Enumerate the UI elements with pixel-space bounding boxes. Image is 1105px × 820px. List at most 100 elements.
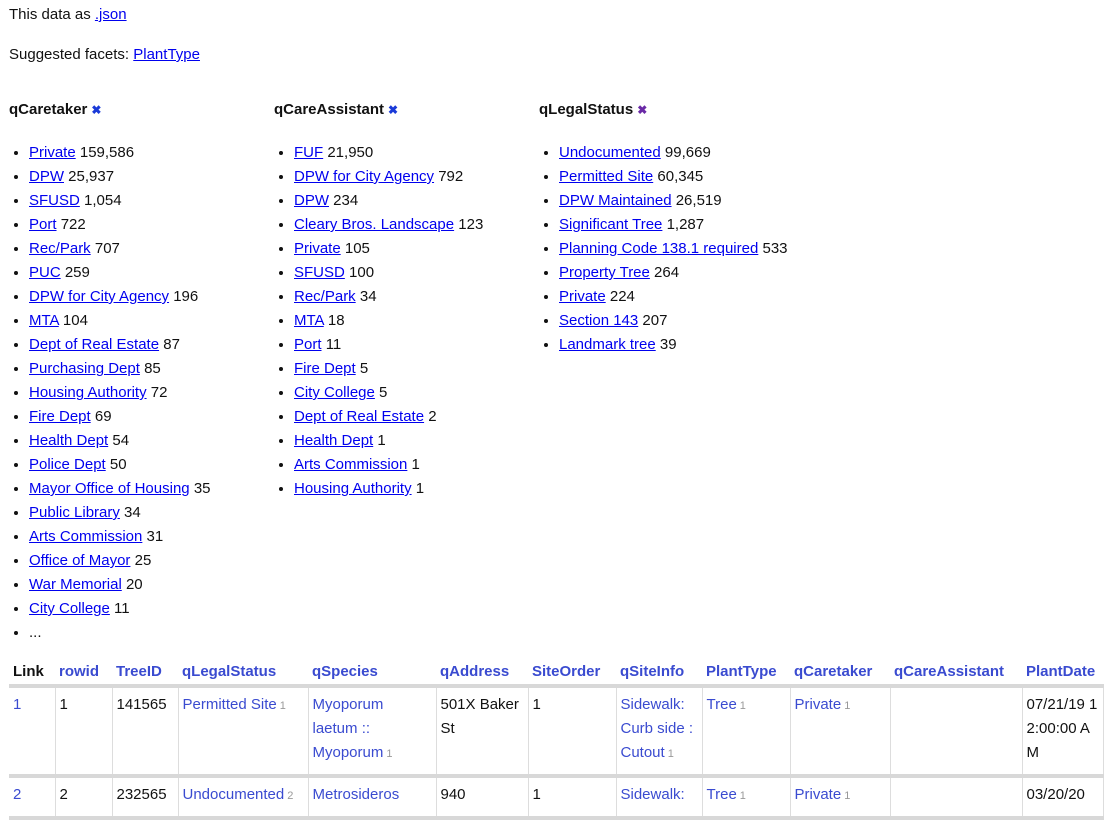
facet-item-count: 85 bbox=[144, 360, 161, 377]
column-header-qaddress[interactable]: qAddress bbox=[436, 660, 528, 688]
column-header-planttype[interactable]: PlantType bbox=[702, 660, 790, 688]
facet-item-link[interactable]: Arts Commission bbox=[294, 456, 408, 473]
planttype-link[interactable]: Tree bbox=[706, 696, 737, 713]
facet-item-link[interactable]: Purchasing Dept bbox=[29, 360, 140, 377]
column-header-rowid[interactable]: rowid bbox=[55, 660, 112, 688]
facet-item: Rec/Park 707 bbox=[29, 237, 271, 261]
facet-item-link[interactable]: Port bbox=[29, 216, 57, 233]
facet-item-count: 533 bbox=[762, 240, 788, 257]
facet-item-link[interactable]: Health Dept bbox=[294, 432, 374, 449]
column-header-qcaretaker[interactable]: qCaretaker bbox=[790, 660, 890, 688]
facet-item: Cleary Bros. Landscape 123 bbox=[294, 213, 536, 237]
facet-item-link[interactable]: Dept of Real Estate bbox=[29, 336, 160, 353]
facet-item-count: 99,669 bbox=[664, 144, 711, 161]
facet-item-link[interactable]: Rec/Park bbox=[294, 288, 356, 305]
facet-item-link[interactable]: Fire Dept bbox=[29, 408, 91, 425]
facet-item-link[interactable]: SFUSD bbox=[29, 192, 80, 209]
facet-item-link[interactable]: Cleary Bros. Landscape bbox=[294, 216, 455, 233]
facet-item-link[interactable]: Private bbox=[559, 288, 606, 305]
facet-item: Public Library 34 bbox=[29, 501, 271, 525]
cell-planttype: Tree 1 bbox=[702, 686, 791, 778]
facet-item-link[interactable]: MTA bbox=[294, 312, 324, 329]
facet-item-link[interactable]: DPW bbox=[29, 168, 64, 185]
link-link[interactable]: 1 bbox=[13, 696, 22, 713]
planttype-link[interactable]: Tree bbox=[706, 786, 737, 803]
facet-item-link[interactable]: DPW for City Agency bbox=[29, 288, 170, 305]
facet-item-link[interactable]: Planning Code 138.1 required bbox=[559, 240, 759, 257]
facet-more: ... bbox=[29, 621, 271, 645]
facet-item: Arts Commission 31 bbox=[29, 525, 271, 549]
count-badge: 1 bbox=[386, 748, 393, 760]
facet-item-link[interactable]: Public Library bbox=[29, 504, 120, 521]
facet-item: DPW Maintained 26,519 bbox=[559, 189, 801, 213]
cell-species: Myoporum laetum :: Myoporum 1 bbox=[308, 686, 437, 778]
facet-item-link[interactable]: DPW Maintained bbox=[559, 192, 672, 209]
facet-item-link[interactable]: Significant Tree bbox=[559, 216, 663, 233]
facet-item-link[interactable]: City College bbox=[29, 600, 110, 617]
facet-item-link[interactable]: Fire Dept bbox=[294, 360, 356, 377]
suggested-facet-planttype[interactable]: PlantType bbox=[133, 46, 200, 63]
facet-item-link[interactable]: Housing Authority bbox=[294, 480, 412, 497]
facet-item-link[interactable]: Housing Authority bbox=[29, 384, 147, 401]
facet-item: DPW 25,937 bbox=[29, 165, 271, 189]
facet-item-count: 123 bbox=[458, 216, 484, 233]
facet-item-link[interactable]: Private bbox=[294, 240, 341, 257]
remove-facet-icon[interactable]: ✖ bbox=[637, 103, 648, 117]
facet-list: Private 159,586DPW 25,937SFUSD 1,054Port… bbox=[9, 141, 271, 645]
facet-item-link[interactable]: DPW bbox=[294, 192, 329, 209]
column-header-qspecies[interactable]: qSpecies bbox=[308, 660, 436, 688]
facet-item-link[interactable]: Rec/Park bbox=[29, 240, 91, 257]
facet-item-link[interactable]: Permitted Site bbox=[559, 168, 654, 185]
caretaker-link[interactable]: Private bbox=[794, 786, 842, 803]
column-header-plantdate[interactable]: PlantDate bbox=[1022, 660, 1103, 688]
facet-item: Private 159,586 bbox=[29, 141, 271, 165]
facet-item-link[interactable]: Dept of Real Estate bbox=[294, 408, 425, 425]
species-link[interactable]: Myoporum laetum :: Myoporum bbox=[312, 696, 384, 761]
column-header-qlegalstatus[interactable]: qLegalStatus bbox=[178, 660, 308, 688]
facet-item-count: 159,586 bbox=[79, 144, 135, 161]
facet-item-link[interactable]: City College bbox=[294, 384, 375, 401]
facet-item-link[interactable]: Property Tree bbox=[559, 264, 650, 281]
legal-link[interactable]: Undocumented bbox=[182, 786, 285, 803]
count-badge: 1 bbox=[667, 748, 674, 760]
facet-item-link[interactable]: Landmark tree bbox=[559, 336, 656, 353]
json-link[interactable]: .json bbox=[94, 6, 127, 23]
facet-item-link[interactable]: Police Dept bbox=[29, 456, 106, 473]
facet-name: qCareAssistant bbox=[274, 101, 385, 118]
column-header-siteorder[interactable]: SiteOrder bbox=[528, 660, 616, 688]
facet-item-link[interactable]: PUC bbox=[29, 264, 61, 281]
facet-title: qLegalStatus ✖ bbox=[539, 101, 801, 121]
caretaker-link[interactable]: Private bbox=[794, 696, 842, 713]
facet-item-link[interactable]: Arts Commission bbox=[29, 528, 143, 545]
column-header-qsiteinfo[interactable]: qSiteInfo bbox=[616, 660, 702, 688]
remove-facet-icon[interactable]: ✖ bbox=[91, 103, 102, 117]
facet-item-link[interactable]: Office of Mayor bbox=[29, 552, 131, 569]
facet-item-link[interactable]: MTA bbox=[29, 312, 59, 329]
facet-item-link[interactable]: War Memorial bbox=[29, 576, 122, 593]
facet-item-link[interactable]: FUF bbox=[294, 144, 324, 161]
column-header-treeid[interactable]: TreeID bbox=[112, 660, 178, 688]
column-header-qcareassistant[interactable]: qCareAssistant bbox=[890, 660, 1022, 688]
facet-item-count: 18 bbox=[327, 312, 345, 329]
cell-species: Metrosideros bbox=[308, 776, 437, 820]
facet-item: Port 722 bbox=[29, 213, 271, 237]
remove-facet-icon[interactable]: ✖ bbox=[388, 103, 399, 117]
facet-item: DPW 234 bbox=[294, 189, 536, 213]
facet-item-link[interactable]: Health Dept bbox=[29, 432, 109, 449]
link-link[interactable]: 2 bbox=[13, 786, 22, 803]
facet-item-link[interactable]: Port bbox=[294, 336, 322, 353]
facet-item-count: 21,950 bbox=[327, 144, 374, 161]
facet-item-link[interactable]: Section 143 bbox=[559, 312, 639, 329]
facet-item: PUC 259 bbox=[29, 261, 271, 285]
siteinfo-link[interactable]: Sidewalk: Curb side : Cutout bbox=[620, 696, 694, 761]
facet-item-link[interactable]: DPW for City Agency bbox=[294, 168, 435, 185]
legal-link[interactable]: Permitted Site bbox=[182, 696, 277, 713]
species-link[interactable]: Metrosideros bbox=[312, 786, 400, 803]
facet-item-count: 1 bbox=[377, 432, 386, 449]
facet-item-link[interactable]: SFUSD bbox=[294, 264, 345, 281]
facet-item-link[interactable]: Private bbox=[29, 144, 76, 161]
facet-item-link[interactable]: Mayor Office of Housing bbox=[29, 480, 190, 497]
siteinfo-link[interactable]: Sidewalk: bbox=[620, 786, 685, 803]
facet-item-link[interactable]: Undocumented bbox=[559, 144, 661, 161]
facet-name: qCaretaker bbox=[9, 101, 88, 118]
